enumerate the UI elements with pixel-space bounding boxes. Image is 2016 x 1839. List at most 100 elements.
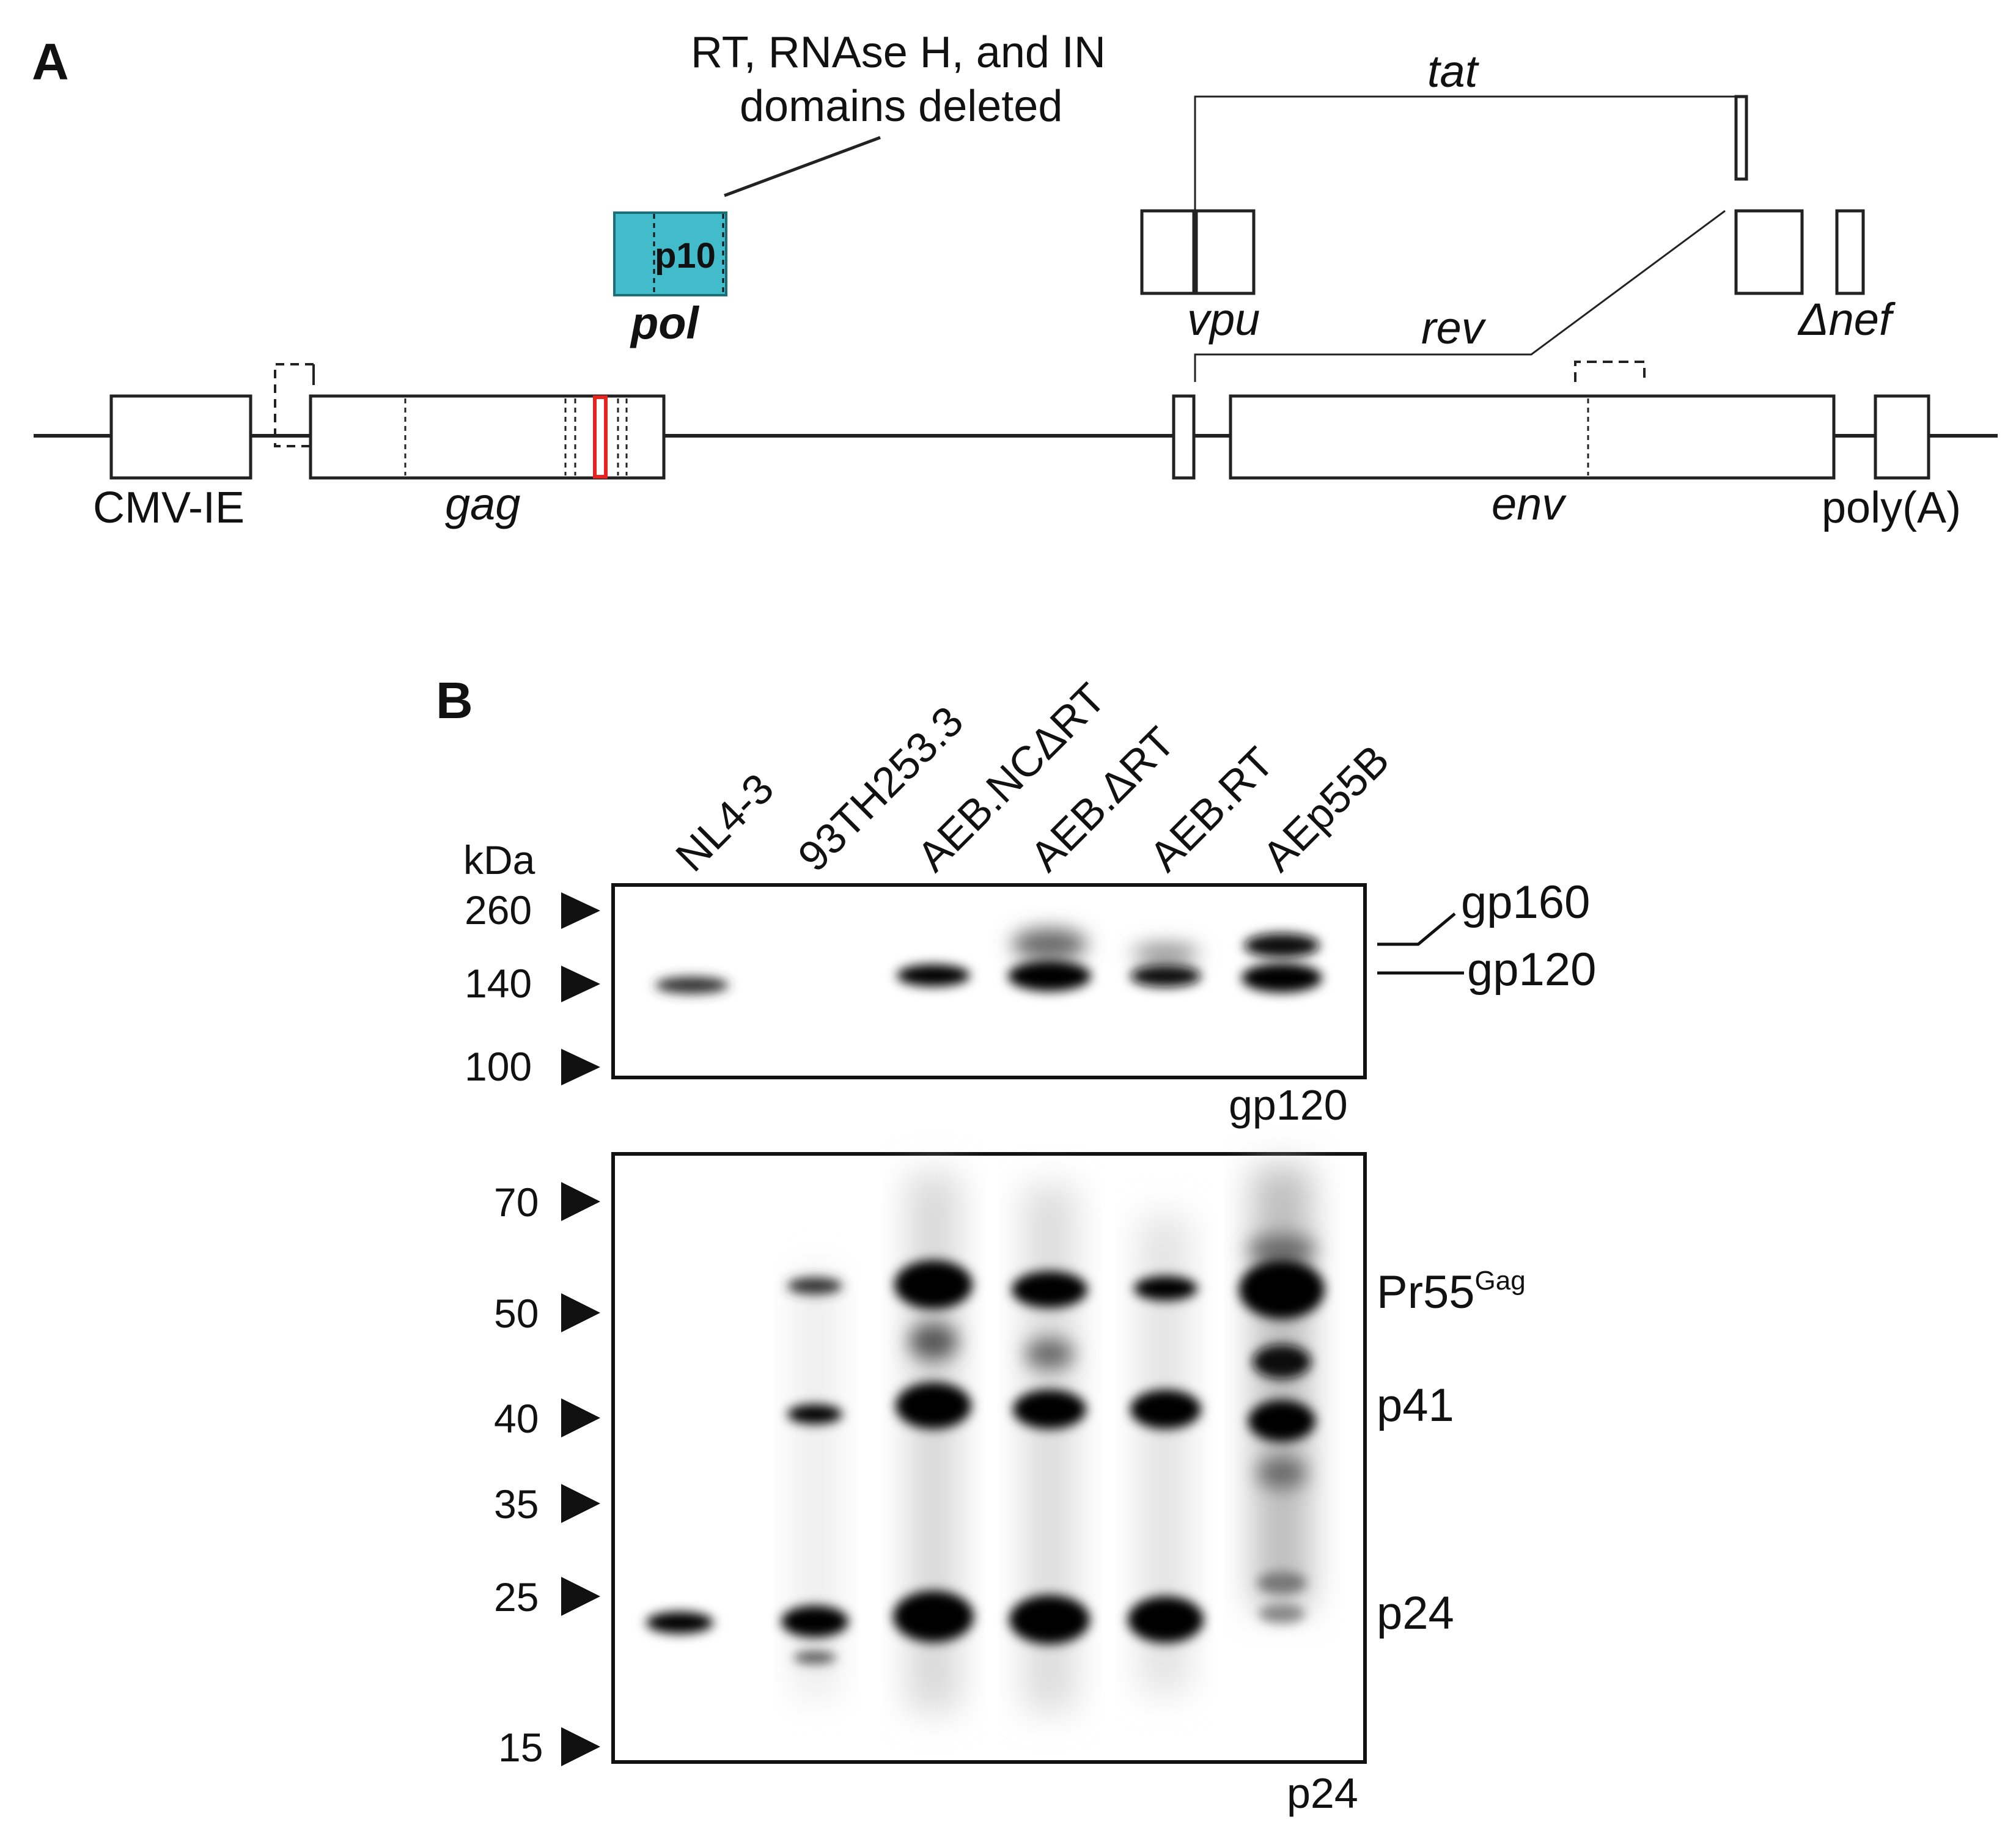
band-aep55b-gp120: [1242, 963, 1322, 993]
pol-box: [613, 211, 727, 296]
p24-marker-arrow-15: [561, 1727, 600, 1766]
panel-a-letter: A: [32, 33, 69, 90]
lane-label-6: AEp55B: [1253, 736, 1398, 881]
p24-marker-50: 50: [494, 1291, 539, 1336]
band-aebdrt-p24: [1009, 1595, 1090, 1644]
gp120-blot: 260 140 100 gp160 gp120 gp120: [465, 876, 1596, 1129]
band-aebncdrt-pr55: [894, 1260, 973, 1309]
lane-label-1: NL4-3: [666, 765, 782, 881]
panel-a: A CMV-IE gag p10 pol RT, RNAse H, and IN…: [32, 28, 1998, 532]
p24-marker-arrow-70: [561, 1182, 600, 1221]
band-aep55b-p24b: [1259, 1604, 1305, 1623]
cmv-box: [109, 394, 252, 480]
band-aebrt-p41: [1130, 1390, 1201, 1429]
gp160-pointer: [1377, 912, 1456, 946]
vpu-label: vpu: [1187, 294, 1260, 345]
p24-marker-arrow-40: [561, 1398, 600, 1437]
gag-label: gag: [445, 479, 520, 529]
tat-exon2: [1734, 95, 1748, 181]
p24-marker-70: 70: [494, 1180, 539, 1225]
p24-blot-frame: [611, 1152, 1367, 1764]
panel-b: B NL4-3 93TH253.3 AEB.NCΔRT AEB.ΔRT AEB.…: [436, 672, 1596, 1817]
band-aep55b-pr55: [1239, 1260, 1325, 1319]
gp120-marker-arrow-100: [561, 1049, 600, 1085]
gp120-marker-arrow-260: [561, 892, 600, 929]
p24-marker-35: 35: [494, 1481, 539, 1527]
p24-marker-40: 40: [494, 1396, 539, 1441]
p24-blot-caption: p24: [1287, 1769, 1358, 1817]
band-aebdrt-gp160: [1012, 928, 1087, 960]
band-aebdrt-p41: [1013, 1390, 1086, 1429]
gp160-label: gp160: [1461, 876, 1590, 928]
gp120-bands: [655, 928, 1322, 994]
gp120-blot-caption: gp120: [1229, 1081, 1348, 1129]
band-aep55b-p41: [1248, 1400, 1315, 1442]
gp120-marker-140: 140: [465, 961, 532, 1006]
band-93th-p24-lower: [793, 1651, 836, 1664]
rev-exon2: [1734, 209, 1804, 295]
pr55-superscript: Gag: [1475, 1266, 1526, 1296]
band-aebncdrt-gp120: [897, 964, 970, 986]
pr55gag-label: Pr55Gag: [1377, 1266, 1526, 1318]
band-aebrt-pr55: [1134, 1276, 1197, 1301]
band-nl43-p24: [646, 1612, 713, 1634]
band-aep55b-p41-lower: [1257, 1458, 1306, 1488]
env-label: env: [1492, 479, 1567, 529]
smear-lane-6: [1253, 1167, 1311, 1607]
polya-label: poly(A): [1822, 483, 1961, 532]
band-93th-pr55: [787, 1277, 842, 1294]
gag-box: [309, 394, 666, 480]
gp120-marker-260: 260: [465, 887, 532, 933]
pr55-text: Pr55: [1377, 1266, 1475, 1318]
polya-box: [1874, 394, 1930, 480]
nc-mutation-marker: [593, 395, 608, 479]
panel-b-letter: B: [436, 672, 473, 729]
band-aebncdrt-p24: [893, 1591, 974, 1642]
band-aep55b-upper: [1248, 1235, 1315, 1265]
p41-label: p41: [1377, 1379, 1454, 1431]
cmv-label: CMV-IE: [93, 483, 245, 532]
env-dashed-bracket: [1574, 361, 1646, 382]
band-aebdrt-pr55: [1012, 1271, 1087, 1308]
band-93th-p41: [787, 1404, 842, 1424]
band-nl43-gp120: [655, 977, 729, 994]
splice-bracket-1: [274, 363, 314, 447]
p24-marker-15: 15: [498, 1725, 543, 1770]
deletion-note-line1: RT, RNAse H, and IN: [691, 28, 1106, 77]
deletion-note-line2: domains deleted: [740, 82, 1062, 131]
gp120-label: gp120: [1467, 944, 1596, 996]
p24-marker-25: 25: [494, 1574, 539, 1620]
band-aebncdrt-mid: [909, 1323, 958, 1360]
gp120-marker-100: 100: [465, 1044, 532, 1089]
band-aebdrt-mid: [1025, 1338, 1074, 1369]
gp120-blot-frame: [611, 883, 1367, 1079]
band-aebncdrt-p41: [896, 1382, 971, 1429]
band-aebrt-gp160: [1132, 944, 1199, 963]
tat-rev-exon1: [1172, 394, 1196, 480]
tat-label: tat: [1427, 46, 1480, 97]
p24-marker-arrow-25: [561, 1577, 600, 1616]
pol-label: pol: [630, 298, 699, 348]
p24-marker-arrow-50: [561, 1293, 600, 1332]
rev-connector: [1194, 210, 1726, 382]
p24-bands: [646, 1235, 1325, 1664]
band-aebdrt-gp120: [1008, 961, 1091, 991]
tat-connector: [1194, 95, 1736, 214]
p24-label: p24: [1377, 1587, 1454, 1639]
band-aebrt-gp120: [1130, 965, 1201, 987]
band-aebrt-p24: [1128, 1596, 1204, 1643]
band-93th-p24: [781, 1606, 848, 1637]
nef-label: Δnef: [1797, 294, 1896, 345]
env-box: [1229, 394, 1836, 480]
p24-blot: 70 50 40 35 25 15 Pr55Gag p41 p24 p24: [494, 1152, 1526, 1817]
kda-title: kDa: [463, 837, 535, 883]
band-aep55b-mid: [1253, 1345, 1311, 1379]
band-aep55b-gp160: [1244, 933, 1320, 958]
gp120-marker-arrow-140: [561, 966, 600, 1002]
deletion-pointer: [724, 136, 881, 197]
nef-box: [1835, 209, 1865, 295]
rev-label: rev: [1421, 303, 1487, 353]
p10-label: p10: [655, 236, 716, 276]
band-aep55b-p24a: [1257, 1572, 1306, 1594]
